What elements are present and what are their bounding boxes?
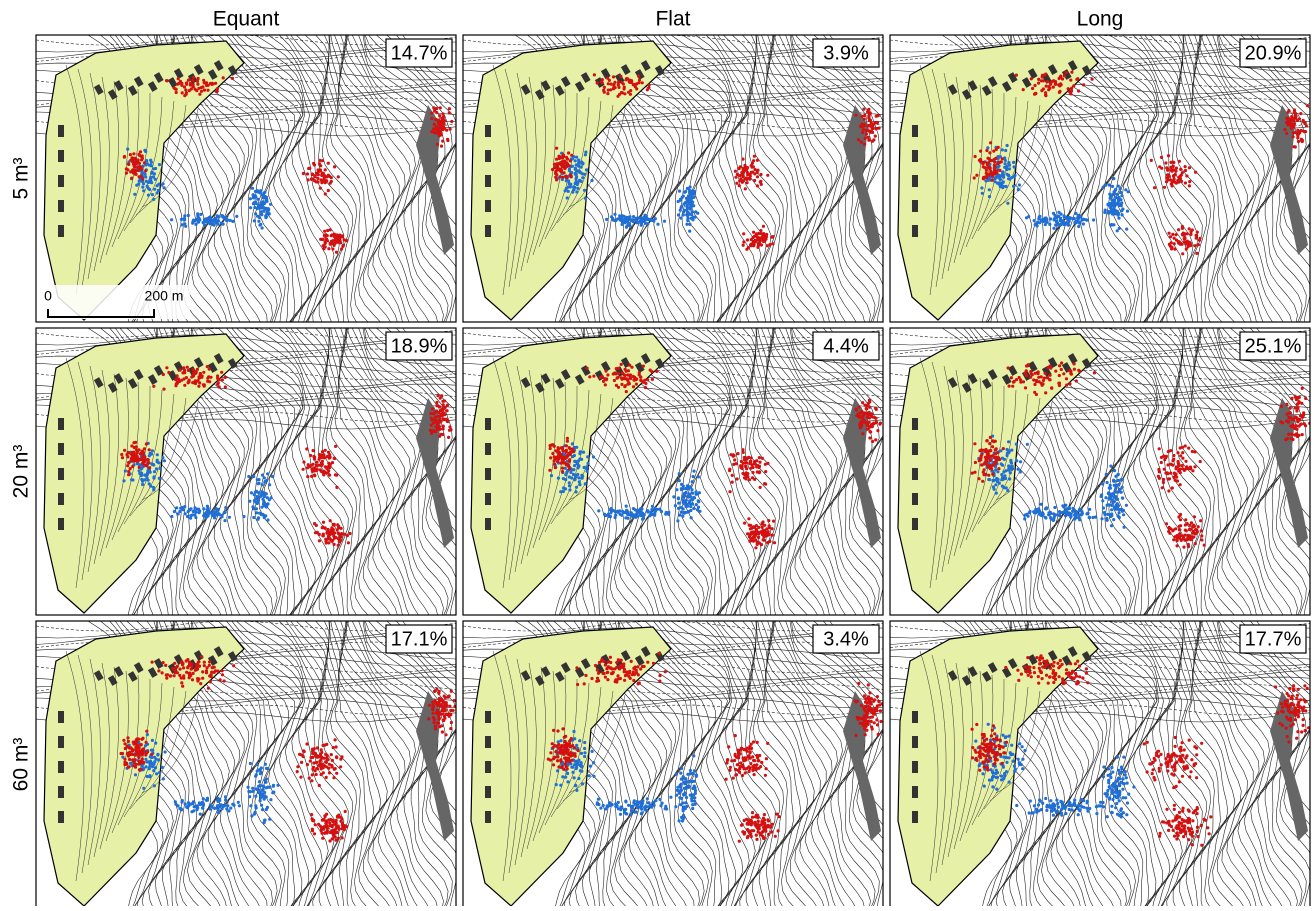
row-label: 5 m³ <box>10 157 33 199</box>
map-panel: 14.7% 0 200 m <box>36 35 479 335</box>
panel-grid: Equant Flat Long 5 m³ 20 m³ 60 m³ 14.7% 0 200 m 3… <box>10 8 1314 906</box>
column-title: Long <box>1077 8 1124 31</box>
row-label: 20 m³ <box>10 445 33 499</box>
percent-label: 14.7% <box>391 42 448 64</box>
map-panel: 17.7% <box>890 621 1314 906</box>
percent-label: 20.9% <box>1245 42 1302 64</box>
map-panel: 3.9% <box>463 35 906 335</box>
map-panel: 25.1% <box>890 328 1314 628</box>
map-panel: 20.9% <box>890 35 1314 335</box>
figure: Equant Flat Long 5 m³ 20 m³ 60 m³ 14.7% 0 200 m 3… <box>0 0 1314 906</box>
percent-label: 17.1% <box>391 628 448 650</box>
percent-label: 3.9% <box>823 42 869 64</box>
map-panel: 3.4% <box>463 621 906 906</box>
row-label: 60 m³ <box>10 738 33 792</box>
column-title: Equant <box>213 8 280 31</box>
map-panel: 17.1% <box>36 621 479 906</box>
column-title: Flat <box>655 8 690 31</box>
percent-label: 3.4% <box>823 628 869 650</box>
scale-end: 200 m <box>145 288 184 304</box>
percent-label: 4.4% <box>823 335 869 357</box>
percent-label: 25.1% <box>1245 335 1302 357</box>
percent-label: 17.7% <box>1245 628 1302 650</box>
percent-label: 18.9% <box>391 335 448 357</box>
scale-start: 0 <box>44 288 52 304</box>
map-panel: 4.4% <box>463 328 906 628</box>
map-panel: 18.9% <box>36 328 479 628</box>
